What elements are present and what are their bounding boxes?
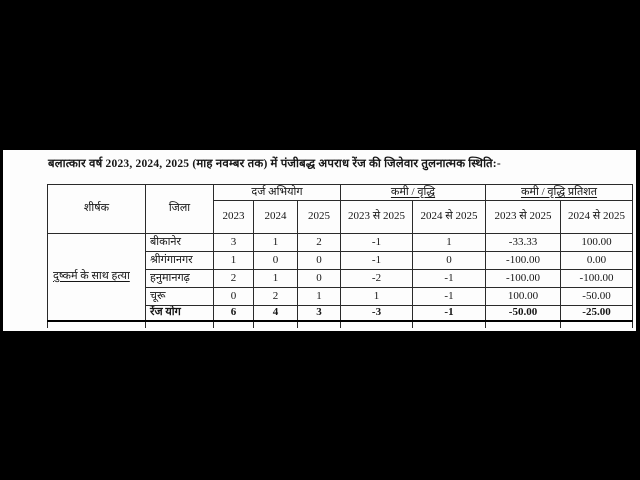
value-cell: 3 — [213, 233, 254, 252]
value-cell: -1 — [412, 304, 486, 322]
value-cell: -3 — [340, 304, 413, 322]
header-year-2024: 2024 — [253, 200, 298, 234]
value-cell: 1 — [412, 233, 486, 252]
header-change-group: कमी / वृद्धि — [340, 184, 486, 201]
value-cell: 0.00 — [559, 251, 634, 270]
value-cell: -50.00 — [485, 304, 561, 322]
header-registered-group: दर्ज अभियोग — [213, 184, 341, 201]
value-cell: -25.00 — [559, 304, 634, 322]
header-sub-row: 2023 2024 2025 2023 से 2025 2024 से 2025… — [48, 200, 634, 234]
value-cell: -2 — [340, 269, 413, 288]
value-cell: 0 — [412, 251, 486, 270]
district-cell: चूरू — [145, 287, 214, 306]
table-row: श्रीगंगानगर 1 0 0 -1 0 -100.00 0.00 — [48, 251, 634, 270]
district-cell: हनुमानगढ़ — [145, 269, 214, 288]
value-cell: 1 — [253, 233, 298, 252]
value-cell: 2 — [253, 287, 298, 306]
district-cell: श्रीगंगानगर — [145, 251, 214, 270]
header-district-col: जिला — [145, 184, 214, 234]
crime-comparison-table: शीर्षक जिला दर्ज अभियोग कमी / वृद्धि कमी… — [47, 184, 634, 328]
header-change-2024-2025: 2024 से 2025 — [412, 200, 486, 234]
value-cell: 0 — [297, 269, 341, 288]
value-cell: 0 — [297, 251, 341, 270]
header-year-2025: 2025 — [297, 200, 341, 234]
value-cell: 1 — [253, 269, 298, 288]
header-percent-2023-2025: 2023 से 2025 — [485, 200, 561, 234]
value-cell: 3 — [297, 304, 341, 322]
header-title-col: शीर्षक — [47, 184, 146, 234]
value-cell: 6 — [213, 304, 254, 322]
value-cell: -1 — [340, 251, 413, 270]
value-cell: -1 — [340, 233, 413, 252]
value-cell: -1 — [412, 269, 486, 288]
value-cell: 1 — [213, 251, 254, 270]
value-cell: 100.00 — [485, 287, 561, 306]
table-row: दुष्कर्म के साथ हत्या बीकानेर 3 1 2 -1 1… — [47, 232, 634, 322]
value-cell: 2 — [297, 233, 341, 252]
value-cell: 2 — [213, 269, 254, 288]
value-cell: -100.00 — [485, 269, 561, 288]
header-year-2023: 2023 — [213, 200, 254, 234]
header-change-2023-2025: 2023 से 2025 — [340, 200, 413, 234]
value-cell: -100.00 — [485, 251, 561, 270]
value-cell: 100.00 — [559, 233, 634, 252]
category-cell: दुष्कर्म के साथ हत्या — [47, 232, 146, 322]
value-cell: -100.00 — [559, 269, 634, 288]
value-cell: 0 — [213, 287, 254, 306]
header-percent-group: कमी / वृद्धि प्रतिशत — [484, 184, 634, 201]
value-cell: 0 — [253, 251, 298, 270]
table-row: चूरू 0 2 1 1 -1 100.00 -50.00 — [48, 287, 634, 306]
value-cell: 1 — [297, 287, 341, 306]
table-row-partial — [47, 319, 634, 328]
value-cell: -1 — [412, 287, 486, 306]
district-cell: बीकानेर — [145, 233, 214, 252]
page-title: बलात्कार वर्ष 2023, 2024, 2025 (माह नवम्… — [48, 158, 501, 170]
header-percent-2024-2025: 2024 से 2025 — [559, 200, 634, 234]
document-page: बलात्कार वर्ष 2023, 2024, 2025 (माह नवम्… — [3, 150, 636, 331]
value-cell: 4 — [253, 304, 298, 322]
table-row-total: रेंज योग 6 4 3 -3 -1 -50.00 -25.00 — [48, 304, 634, 322]
district-cell: रेंज योग — [145, 304, 214, 322]
header-group-row: शीर्षक जिला दर्ज अभियोग कमी / वृद्धि कमी… — [47, 184, 634, 234]
value-cell: -50.00 — [559, 287, 634, 306]
value-cell: 1 — [340, 287, 413, 306]
value-cell: -33.33 — [485, 233, 561, 252]
